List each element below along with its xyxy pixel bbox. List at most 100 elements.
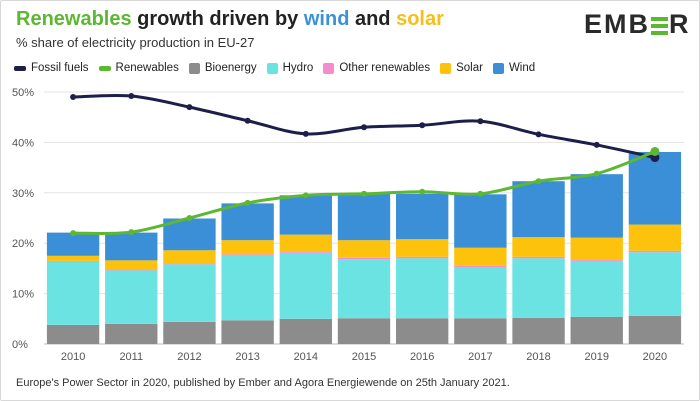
- bar-wind-2019: [570, 174, 623, 238]
- legend-swatch-fossil-fuels: [14, 65, 26, 71]
- y-tick-label: 20%: [12, 238, 34, 250]
- endpoint-renewables: [650, 146, 660, 156]
- legend-label-renewables: Renewables: [115, 62, 179, 74]
- title-text-1: growth driven by: [131, 8, 304, 30]
- ember-logo: EMBER: [584, 9, 691, 40]
- x-tick-label: 2012: [177, 351, 201, 363]
- x-tick-label: 2020: [643, 351, 667, 363]
- legend-item-fossil-fuels: Fossil fuels: [14, 62, 89, 74]
- bar-other-renewables-2016: [396, 256, 449, 259]
- legend-item-wind: Wind: [492, 62, 536, 74]
- y-tick-label: 10%: [12, 289, 34, 301]
- bar-hydro-2020: [628, 252, 682, 316]
- legend-item-renewables: Renewables: [98, 62, 179, 74]
- point-renewables-2015: [361, 190, 367, 197]
- bar-bioenergy-2012: [163, 321, 216, 344]
- bar-solar-2014: [279, 234, 332, 252]
- point-fossil-fuels-2011: [128, 93, 135, 100]
- bar-other-renewables-2012: [163, 263, 216, 265]
- bar-bioenergy-2017: [454, 318, 507, 344]
- bar-hydro-2018: [512, 258, 565, 318]
- bar-hydro-2010: [46, 261, 100, 325]
- bar-hydro-2012: [163, 264, 216, 322]
- point-renewables-2012: [186, 215, 193, 221]
- bar-hydro-2011: [105, 270, 158, 324]
- bar-other-renewables-2014: [279, 251, 332, 253]
- title-renewables-word: Renewables: [16, 8, 132, 30]
- x-tick-label: 2018: [526, 351, 550, 363]
- legend-item-bioenergy: Bioenergy: [188, 62, 257, 74]
- legend-item-other-renewables: Other renewables: [323, 62, 430, 74]
- point-renewables-2013: [244, 199, 251, 206]
- bar-wind-2011: [105, 232, 158, 261]
- bar-bioenergy-2011: [105, 323, 158, 344]
- bar-solar-2013: [221, 240, 274, 255]
- bar-other-renewables-2015: [337, 257, 391, 260]
- bar-wind-2014: [279, 195, 332, 235]
- title-solar-word: solar: [396, 8, 444, 30]
- bar-other-renewables-2020: [628, 250, 682, 253]
- bar-other-renewables-2017: [454, 265, 507, 268]
- point-fossil-fuels-2017: [477, 118, 484, 125]
- bar-other-renewables-2011: [105, 269, 158, 271]
- title-wind-word: wind: [303, 8, 350, 30]
- bar-solar-2018: [512, 237, 565, 257]
- point-renewables-2017: [477, 190, 484, 197]
- point-fossil-fuels-2018: [535, 131, 542, 138]
- x-tick-label: 2014: [294, 351, 318, 363]
- bar-hydro-2014: [279, 252, 332, 319]
- bar-solar-2010: [46, 255, 100, 261]
- bar-hydro-2019: [570, 260, 623, 317]
- point-renewables-2014: [302, 192, 309, 199]
- point-fossil-fuels-2013: [244, 117, 251, 124]
- point-fossil-fuels-2012: [186, 104, 193, 111]
- bar-bioenergy-2014: [279, 318, 332, 344]
- bar-bioenergy-2018: [512, 317, 565, 344]
- legend-swatch-hydro: [266, 62, 278, 74]
- legend-swatch-renewables: [98, 65, 111, 71]
- y-tick-label: 40%: [12, 137, 34, 149]
- chart-title: Renewables growth driven by wind and sol…: [16, 8, 444, 31]
- legend-swatch-solar: [440, 62, 452, 74]
- x-tick-label: 2013: [235, 351, 259, 363]
- chart-plot: 0% 10% 20% 30% 40% 50% 2010 2011 2012 2013 2014 201…: [12, 87, 684, 363]
- bar-other-renewables-2010: [46, 260, 100, 262]
- bar-solar-2011: [105, 260, 158, 270]
- bar-solar-2020: [628, 224, 682, 251]
- legend-label-wind: Wind: [508, 62, 536, 74]
- bar-hydro-2017: [454, 267, 507, 319]
- legend-label-fossil-fuels: Fossil fuels: [31, 62, 89, 74]
- legend-label-other-renewables: Other renewables: [339, 62, 431, 74]
- point-fossil-fuels-2015: [361, 124, 367, 131]
- legend-swatch-bioenergy: [188, 62, 200, 74]
- x-tick-label: 2019: [584, 351, 608, 363]
- point-fossil-fuels-2014: [302, 130, 309, 137]
- bar-bioenergy-2013: [221, 320, 274, 344]
- bar-wind-2015: [337, 193, 391, 241]
- y-tick-label: 30%: [12, 188, 34, 200]
- bar-wind-2017: [454, 194, 507, 248]
- bar-bioenergy-2019: [570, 316, 623, 344]
- bar-wind-2016: [396, 193, 449, 240]
- bar-solar-2017: [454, 247, 507, 266]
- point-renewables-2016: [419, 188, 426, 195]
- bar-solar-2016: [396, 239, 449, 257]
- bar-bioenergy-2020: [628, 315, 682, 344]
- point-renewables-2011: [128, 229, 135, 236]
- legend-label-solar: Solar: [456, 62, 483, 74]
- bar-hydro-2015: [337, 259, 391, 319]
- legend-swatch-wind: [492, 62, 504, 74]
- point-renewables-2010: [70, 230, 77, 237]
- title-text-2: and: [349, 8, 397, 30]
- legend-item-hydro: Hydro: [266, 62, 314, 74]
- legend-label-hydro: Hydro: [282, 62, 314, 74]
- bar-wind-2013: [221, 203, 274, 241]
- bar-hydro-2016: [396, 258, 449, 319]
- x-tick-label: 2011: [119, 351, 143, 363]
- legend-label-bioenergy: Bioenergy: [204, 62, 257, 74]
- ember-logo-e-icon: E: [650, 9, 669, 40]
- x-tick-label: 2016: [410, 351, 434, 363]
- bar-wind-2018: [512, 181, 565, 238]
- bar-bioenergy-2016: [396, 318, 449, 344]
- x-tick-label: 2010: [61, 351, 85, 363]
